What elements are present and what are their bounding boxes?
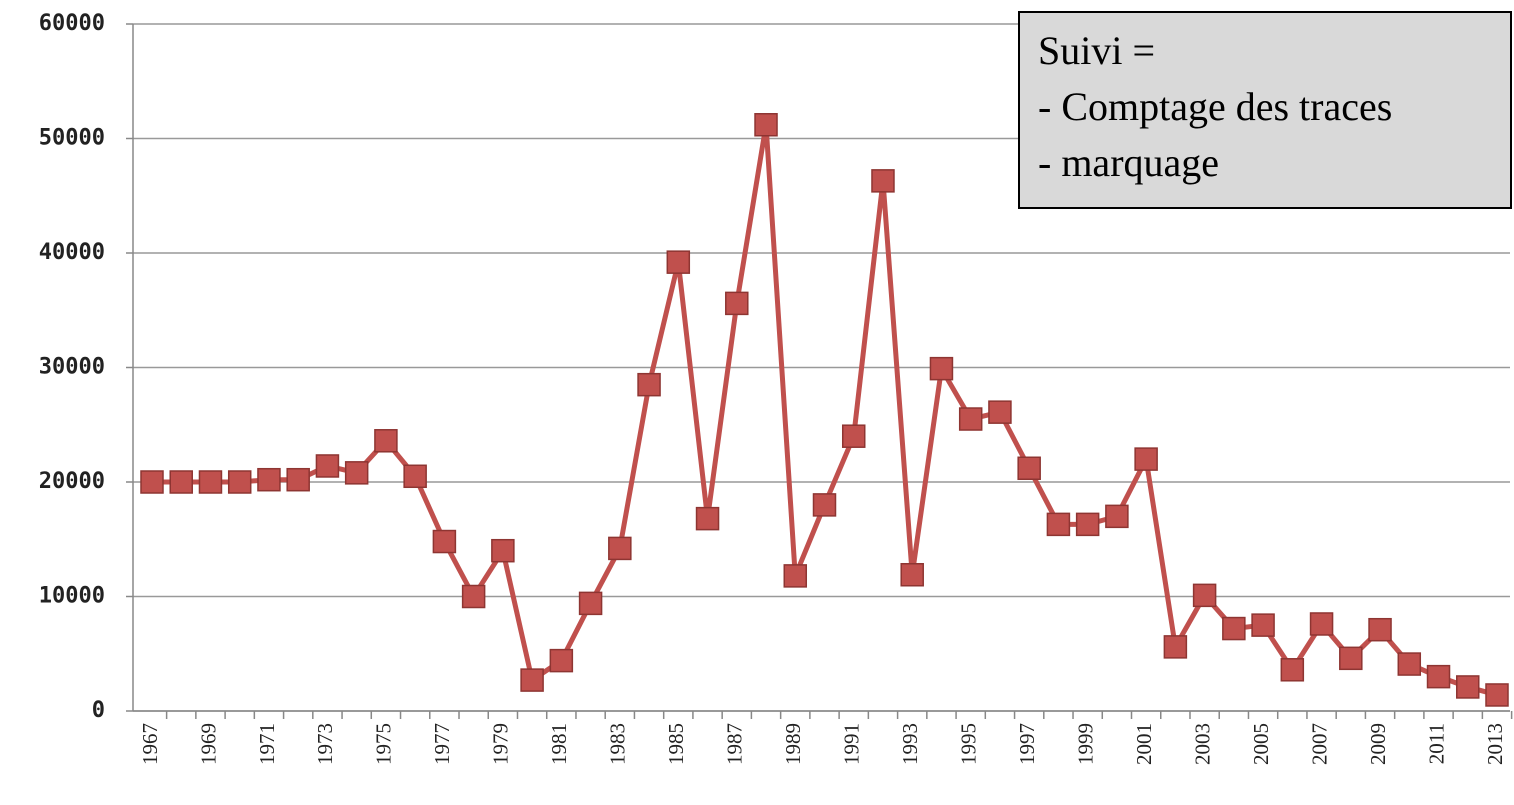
- x-tick-label: 2011: [1424, 723, 1448, 764]
- x-tick-label: 1999: [1073, 723, 1097, 765]
- marker: [315, 454, 340, 478]
- x-tick-label: 2001: [1132, 723, 1156, 765]
- marker: [637, 372, 661, 397]
- x-tick-label: 1967: [138, 723, 162, 765]
- marker: [929, 356, 954, 381]
- marker: [1280, 658, 1305, 682]
- marker: [1368, 617, 1392, 642]
- marker: [1251, 613, 1275, 637]
- x-tick-label: 2013: [1483, 723, 1507, 765]
- marker: [1192, 583, 1217, 608]
- x-tick-label: 1991: [840, 723, 864, 765]
- x-tick-label: 2003: [1190, 723, 1214, 765]
- marker: [783, 564, 808, 588]
- marker: [432, 529, 457, 554]
- marker: [608, 536, 632, 561]
- y-tick-label: 60000: [39, 11, 105, 36]
- series-line: [152, 122, 1498, 698]
- marker: [900, 562, 924, 587]
- marker: [1339, 646, 1363, 671]
- marker: [578, 591, 603, 616]
- marker: [198, 470, 223, 494]
- marker: [403, 464, 427, 489]
- marker: [812, 493, 837, 517]
- marker: [169, 470, 193, 494]
- marker: [344, 461, 369, 485]
- x-tick-label: 1989: [781, 723, 805, 765]
- marker: [1163, 635, 1188, 659]
- x-tick-label: 1977: [430, 723, 454, 765]
- marker: [1134, 447, 1158, 471]
- marker: [257, 467, 281, 492]
- marker: [520, 668, 544, 692]
- y-tick-label: 10000: [39, 584, 105, 609]
- marker: [958, 407, 983, 431]
- marker: [1426, 664, 1451, 689]
- marker: [286, 467, 310, 492]
- annotation-line: - Comptage des traces: [1038, 84, 1392, 129]
- x-tick-label: 1993: [898, 723, 922, 765]
- marker: [754, 113, 778, 137]
- marker: [1485, 683, 1509, 707]
- marker: [725, 291, 749, 316]
- y-tick-label: 20000: [39, 469, 105, 494]
- x-tick-label: 1971: [255, 723, 279, 765]
- y-tick-label: 50000: [39, 126, 105, 151]
- marker: [549, 648, 574, 673]
- marker: [1222, 616, 1246, 641]
- marker: [140, 470, 164, 494]
- marker: [871, 169, 895, 193]
- marker: [1309, 612, 1334, 636]
- marker: [841, 424, 866, 448]
- x-tick-label: 1975: [372, 723, 396, 765]
- x-tick-label: 1981: [547, 723, 571, 765]
- marker: [1456, 675, 1480, 699]
- annotation-line: - marquage: [1038, 140, 1219, 185]
- x-tick-label: 1969: [196, 723, 220, 765]
- marker: [1017, 456, 1041, 481]
- x-tick-label: 1987: [723, 723, 747, 765]
- x-tick-label: 1997: [1015, 723, 1039, 765]
- marker: [695, 506, 720, 531]
- marker: [227, 470, 252, 494]
- marker: [1046, 512, 1071, 537]
- x-tick-label: 1985: [664, 723, 688, 765]
- marker: [1075, 512, 1100, 537]
- marker: [1397, 652, 1422, 676]
- y-tick-label: 30000: [39, 355, 105, 380]
- x-tick-label: 2009: [1366, 723, 1390, 765]
- x-tick-label: 2007: [1307, 723, 1331, 765]
- marker: [666, 250, 691, 274]
- x-tick-label: 1979: [489, 723, 513, 765]
- marker: [374, 429, 398, 453]
- y-tick-label: 40000: [39, 240, 105, 265]
- marker: [1105, 504, 1129, 529]
- x-tick-label: 2005: [1249, 723, 1273, 765]
- x-tick-label: 1973: [313, 723, 337, 765]
- annotation-box: [1018, 11, 1512, 209]
- marker: [491, 538, 515, 563]
- x-tick-label: 1995: [957, 723, 981, 765]
- x-tick-label: 1983: [606, 723, 630, 765]
- annotation-line: Suivi =: [1038, 28, 1155, 73]
- marker: [988, 400, 1012, 424]
- marker: [461, 584, 486, 609]
- y-tick-label: 0: [92, 698, 105, 723]
